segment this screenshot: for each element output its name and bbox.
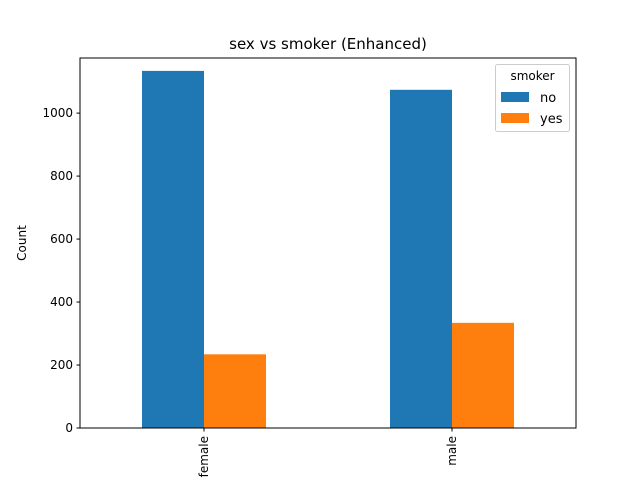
- legend-label-yes: yes: [540, 112, 563, 127]
- bar-yes-male: [452, 322, 514, 428]
- y-axis-ticks: 0 200 400 600 800 1000: [42, 106, 80, 435]
- legend: smoker no yes: [495, 64, 570, 132]
- plot-frame: [79, 57, 577, 429]
- y-tick-label: 400: [50, 295, 73, 309]
- x-tick-label: female: [197, 436, 211, 477]
- y-tick-label: 1000: [42, 106, 73, 120]
- y-tick-label: 200: [50, 358, 73, 372]
- legend-items: no yes: [501, 91, 563, 127]
- bar-yes-female: [204, 354, 266, 428]
- legend-label-no: no: [540, 91, 556, 106]
- legend-swatch-yes: [501, 113, 529, 123]
- x-tick-label: male: [445, 436, 459, 466]
- x-axis-ticks: female male: [197, 428, 459, 477]
- y-tick-label: 0: [65, 421, 73, 435]
- bar-no-male: [390, 89, 452, 428]
- chart-title: sex vs smoker (Enhanced): [229, 35, 427, 53]
- legend-title: smoker: [510, 69, 554, 83]
- y-tick-label: 800: [50, 169, 73, 183]
- y-axis-label: Count: [15, 225, 29, 261]
- bars-group: [142, 70, 514, 428]
- y-tick-label: 600: [50, 232, 73, 246]
- legend-swatch-no: [501, 92, 529, 102]
- bar-no-female: [142, 70, 204, 428]
